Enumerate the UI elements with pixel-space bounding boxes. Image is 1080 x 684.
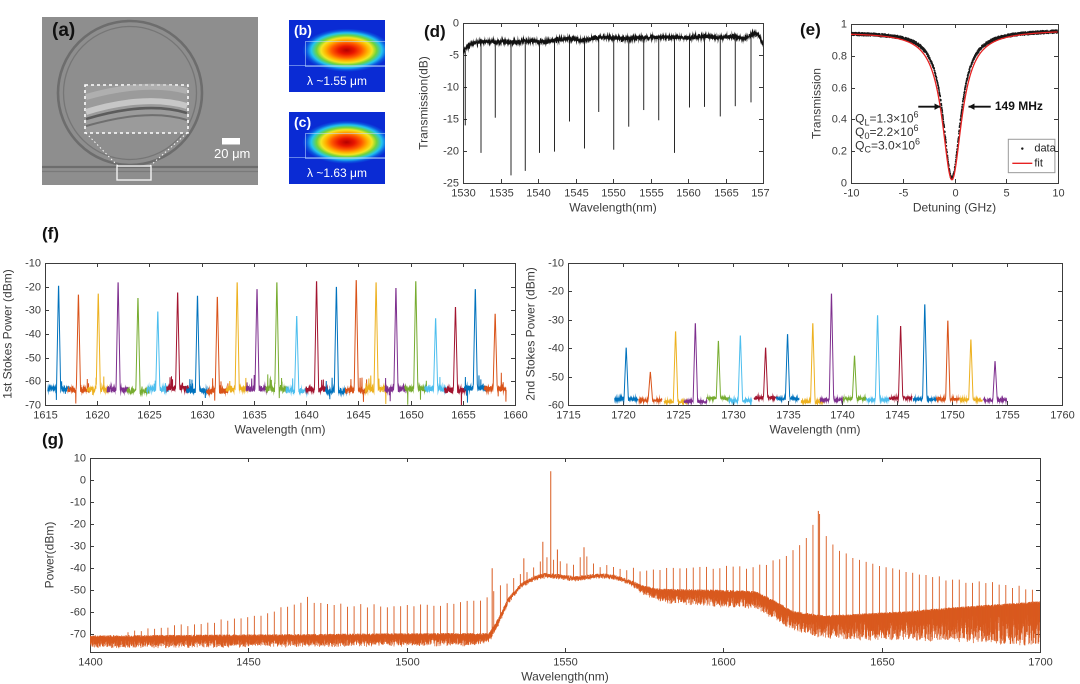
panel-c-letter: (c) [294, 114, 312, 130]
waveguide-outline [305, 132, 385, 159]
mode-wavelength-label: λ ~1.63 μm [307, 166, 367, 180]
broadband-spectrum-chart [36, 444, 1080, 684]
sem-micrograph: 20 μm (a) [42, 17, 258, 185]
scale-bar-label: 20 μm [214, 146, 251, 161]
substrate-line [289, 64, 385, 66]
mode-profile-1630: (c) λ ~1.63 μm [289, 112, 385, 184]
waveguide-outline [305, 40, 385, 67]
sem-rendering [42, 19, 258, 181]
first-stokes-chart [0, 246, 550, 438]
substrate-line [289, 156, 385, 158]
mode-wavelength-label: λ ~1.55 μm [307, 74, 367, 88]
second-stokes-chart [525, 246, 1080, 438]
resonance-fit-chart [770, 3, 1080, 215]
mode-field-image [289, 112, 385, 184]
panel-b-letter: (b) [294, 22, 312, 38]
panel-f-letter: (f) [42, 224, 59, 243]
panel-a-letter: (a) [52, 20, 76, 41]
mode-field-image [289, 20, 385, 92]
mode-profile-1550: (b) λ ~1.55 μm [289, 20, 385, 92]
transmission-spectrum-chart [415, 3, 770, 215]
